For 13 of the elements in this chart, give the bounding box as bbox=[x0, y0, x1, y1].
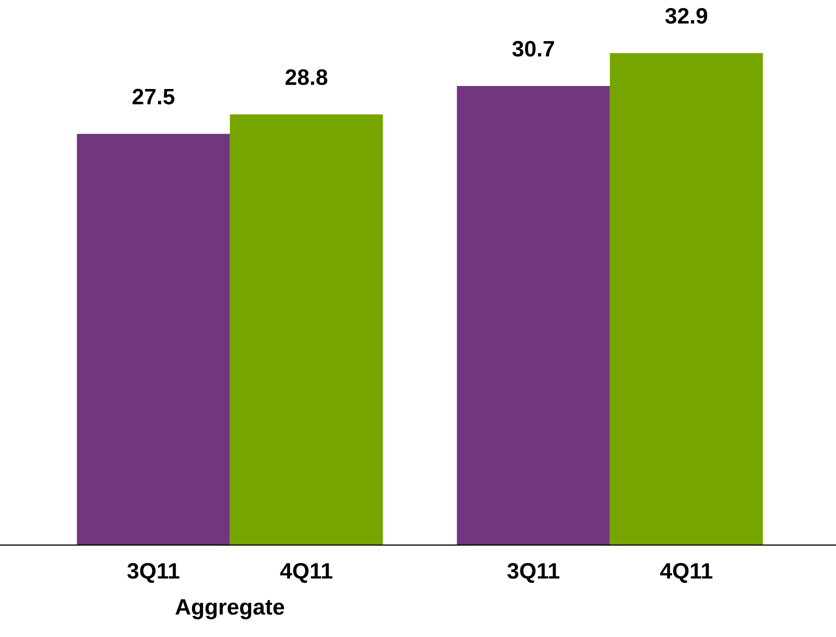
series-label: 3Q11 bbox=[127, 563, 180, 583]
text: 4Q11 bbox=[660, 563, 712, 583]
text: 3Q11 bbox=[507, 563, 560, 583]
x-tick-label: Aggregate bbox=[176, 599, 284, 620]
bar bbox=[230, 114, 383, 546]
data-label: 28.8 bbox=[286, 69, 328, 86]
data-label: 27.5 bbox=[132, 88, 174, 104]
data-label: 30.7 bbox=[512, 40, 554, 57]
series-label: 4Q11 bbox=[280, 563, 332, 583]
data-label: 32.9 bbox=[665, 8, 708, 24]
bar bbox=[610, 53, 763, 546]
bar bbox=[76, 134, 230, 546]
bar bbox=[456, 86, 610, 546]
